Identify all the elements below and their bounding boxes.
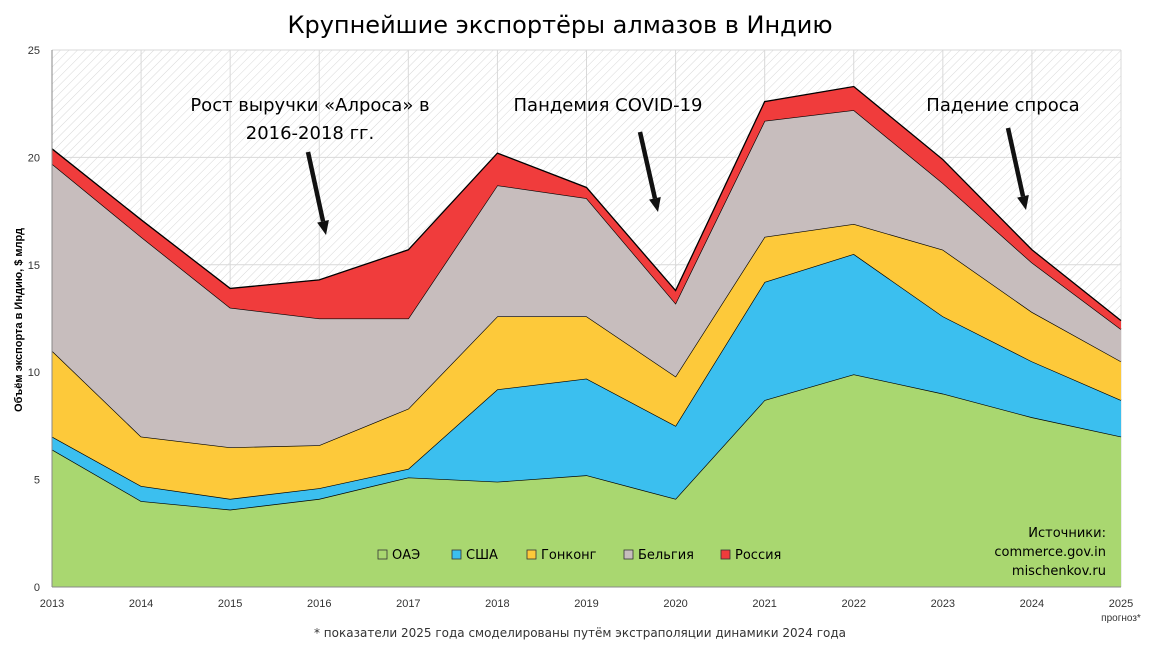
- area-series-2: [52, 223, 1121, 499]
- y-tick-label: 0: [34, 582, 40, 594]
- y-tick-label: 15: [28, 260, 40, 272]
- area-series-3: [52, 110, 1121, 448]
- x-tick-label: 2014: [129, 598, 153, 610]
- y-tick-label: 25: [28, 45, 40, 57]
- annotation-text: Пандемия COVID-19: [514, 95, 703, 116]
- source-line: commerce.gov.in: [994, 545, 1106, 560]
- annotation-arrowhead: [317, 220, 329, 235]
- legend-swatch-4: [720, 549, 731, 560]
- series-areas: [51, 85, 1122, 587]
- legend-swatch-3: [623, 549, 634, 560]
- x-tick-label: 2024: [1020, 598, 1044, 610]
- x-tick-label: 2017: [396, 598, 420, 610]
- legend-label-1: США: [466, 548, 498, 563]
- y-tick-label: 10: [28, 367, 40, 379]
- x-tick-label: 2023: [931, 598, 955, 610]
- footnote: * показатели 2025 года смоделированы пут…: [314, 626, 846, 640]
- x-tick-label: 2021: [752, 598, 776, 610]
- x-tick-label: 2016: [307, 598, 331, 610]
- legend-label-4: Россия: [735, 548, 781, 563]
- annotation-text: Падение спроса: [926, 95, 1079, 116]
- source-line: Источники:: [1028, 526, 1106, 541]
- legend: ОАЭ США Гонконг Бельгия Россия: [377, 548, 781, 563]
- y-axis-label: Объём экспорта в Индию, $ млрд: [13, 228, 25, 412]
- axes: 2013 2014 2015 2016 2017 2018 2019 2020 2021 2022…: [28, 45, 1141, 624]
- annotation-text: Рост выручки «Алроса» в: [190, 95, 429, 116]
- legend-swatch-1: [451, 549, 462, 560]
- legend-label-0: ОАЭ: [392, 548, 420, 563]
- annotation-arrowhead: [1017, 195, 1029, 210]
- annotation-arrow: [1005, 127, 1026, 197]
- legend-label-2: Гонконг: [541, 548, 597, 563]
- area-series-1: [52, 254, 1121, 510]
- sources: Источники: commerce.gov.in mischenkov.ru: [994, 526, 1106, 579]
- area-series-0: [52, 374, 1121, 587]
- x-tick-note: прогноз*: [1101, 613, 1141, 624]
- x-tick-label: 2020: [663, 598, 687, 610]
- source-line: mischenkov.ru: [1012, 564, 1106, 579]
- x-tick-label: 2015: [218, 598, 242, 610]
- x-tick-label: 2022: [842, 598, 866, 610]
- annotation-text: 2016-2018 гг.: [246, 123, 374, 144]
- x-tick-label: 2025: [1109, 598, 1133, 610]
- legend-label-3: Бельгия: [638, 548, 694, 563]
- area-outline-4: [51, 85, 1122, 322]
- x-tick-label: 2013: [40, 598, 64, 610]
- legend-swatch-2: [526, 549, 537, 560]
- chart-title: Крупнейшие экспортёры алмазов в Индию: [287, 11, 832, 39]
- x-tick-label: 2018: [485, 598, 509, 610]
- annotation-arrowhead: [649, 197, 661, 212]
- annotation-arrow: [637, 131, 658, 199]
- y-tick-label: 5: [34, 475, 40, 487]
- x-tick-label: 2019: [574, 598, 598, 610]
- annotation-arrow: [305, 151, 326, 222]
- y-tick-label: 20: [28, 152, 40, 164]
- legend-swatch-0: [377, 549, 388, 560]
- annotations: Рост выручки «Алроса» в 2016-2018 гг. Панд…: [190, 95, 1080, 235]
